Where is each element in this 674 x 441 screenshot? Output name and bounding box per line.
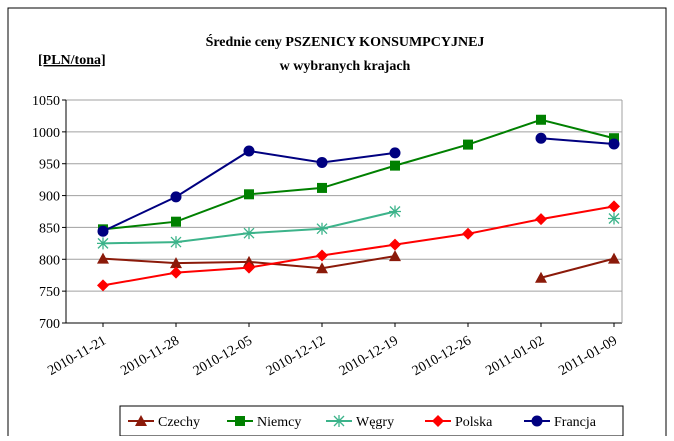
marker — [316, 249, 328, 262]
marker — [97, 252, 109, 264]
marker — [243, 261, 255, 274]
y-tick-label: 700 — [39, 317, 60, 332]
marker — [333, 415, 345, 427]
legend-label: Czechy — [158, 415, 200, 430]
chart-border — [7, 7, 667, 439]
marker — [243, 227, 255, 240]
marker — [535, 213, 547, 226]
legend-label: Niemcy — [257, 415, 301, 430]
marker — [97, 237, 109, 250]
marker — [244, 189, 254, 200]
marker — [243, 145, 255, 157]
series-line — [102, 205, 615, 287]
marker — [608, 252, 620, 264]
marker — [170, 191, 182, 203]
marker — [171, 216, 181, 227]
marker — [609, 133, 619, 144]
marker — [463, 139, 473, 150]
legend-label: Polska — [455, 415, 493, 430]
y-tick-label: 800 — [39, 253, 60, 268]
marker — [316, 262, 328, 274]
marker — [531, 415, 543, 427]
y-tick-label: 1000 — [32, 126, 60, 141]
legend-label: Francja — [554, 415, 597, 430]
marker — [535, 132, 547, 144]
y-tick-label: 850 — [39, 221, 60, 236]
marker — [389, 147, 401, 159]
marker — [170, 266, 182, 279]
y-axis-label: [PLN/tona] — [38, 53, 106, 68]
marker — [389, 205, 401, 218]
marker — [432, 415, 444, 427]
marker — [170, 257, 182, 269]
y-tick-label: 1050 — [32, 94, 60, 109]
marker — [317, 182, 327, 193]
marker — [462, 227, 474, 240]
marker — [316, 222, 328, 235]
chart-title: Średnie ceny PSZENICY KONSUMPCYJNEJ — [206, 33, 485, 50]
series-line — [102, 118, 615, 231]
marker — [608, 212, 620, 225]
marker — [535, 271, 547, 283]
marker — [389, 250, 401, 262]
marker — [135, 415, 147, 426]
marker — [97, 279, 109, 292]
chart-subtitle: w wybranych krajach — [280, 59, 411, 74]
y-tick-label: 750 — [39, 285, 60, 300]
y-tick-label: 900 — [39, 190, 60, 205]
marker — [97, 225, 109, 237]
marker — [235, 416, 245, 426]
marker — [390, 160, 400, 171]
legend-label: Węgry — [356, 415, 394, 430]
marker — [316, 156, 328, 168]
marker — [243, 255, 255, 267]
marker — [536, 114, 546, 125]
marker — [608, 138, 620, 150]
marker — [389, 238, 401, 251]
marker — [170, 236, 182, 249]
marker — [608, 200, 620, 213]
y-tick-label: 950 — [39, 158, 60, 173]
